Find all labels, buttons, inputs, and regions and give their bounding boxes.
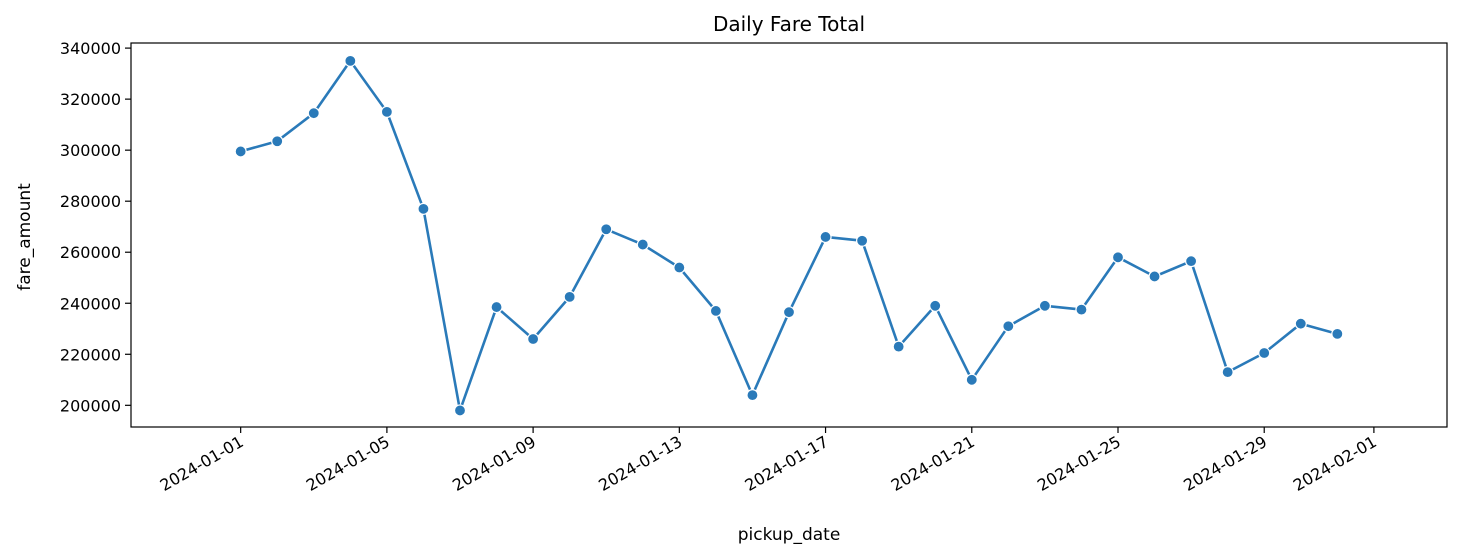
data-point-2024-01-24 [1075, 303, 1088, 316]
y-tick-label: 300000 [60, 141, 121, 160]
data-point-2024-01-19 [892, 340, 905, 353]
data-point-2024-01-25 [1111, 251, 1125, 264]
y-tick-label: 240000 [60, 294, 121, 313]
plot-frame [130, 42, 1448, 428]
y-tick-label: 260000 [60, 243, 121, 262]
data-point-2024-01-27 [1185, 255, 1198, 268]
data-point-2024-01-30 [1294, 317, 1307, 330]
data-point-2024-01-05 [380, 105, 393, 118]
x-tick-label: 2024-01-05 [303, 432, 393, 495]
data-point-2024-01-17 [819, 230, 832, 244]
data-point-2024-01-09 [527, 332, 540, 346]
y-tick-label: 200000 [60, 396, 121, 415]
x-axis-label: pickup_date [738, 525, 841, 545]
data-point-2024-01-11 [600, 223, 613, 236]
x-tick-label: 2024-01-29 [1180, 432, 1270, 495]
data-point-2024-01-08 [490, 300, 503, 314]
x-tick-label: 2024-01-13 [595, 432, 685, 495]
data-point-2024-01-23 [1038, 299, 1051, 312]
x-axis-ticks: 2024-01-01 2024-01-05 2024-01-09 2024-01-13… [157, 427, 1380, 495]
x-tick-label: 2024-02-01 [1290, 432, 1380, 495]
y-tick-label: 320000 [60, 90, 121, 109]
y-axis-label: fare_amount [15, 183, 35, 291]
data-point-2024-01-01 [234, 145, 247, 158]
data-point-2024-01-20 [929, 299, 942, 312]
y-tick-label: 340000 [60, 39, 121, 58]
y-axis-ticks: 200000 220000 240000 260000 280000 300000 3200… [60, 39, 131, 415]
data-point-2024-01-21 [965, 373, 978, 386]
x-tick-label: 2024-01-21 [888, 432, 978, 495]
chart-title: Daily Fare Total [713, 12, 865, 36]
x-tick-label: 2024-01-01 [157, 432, 247, 495]
data-point-2024-01-04 [344, 54, 357, 67]
data-point-2024-01-26 [1148, 270, 1161, 283]
data-point-2024-01-28 [1221, 366, 1234, 379]
series-markers [234, 54, 1344, 417]
data-point-2024-01-02 [271, 135, 284, 148]
data-point-2024-01-12 [636, 238, 649, 251]
data-point-2024-01-18 [856, 234, 869, 247]
data-point-2024-01-31 [1331, 327, 1344, 340]
data-point-2024-01-22 [1002, 320, 1015, 333]
data-point-2024-01-15 [746, 389, 759, 402]
series-line [240, 59, 1338, 412]
data-point-2024-01-29 [1258, 346, 1271, 360]
x-tick-label: 2024-01-17 [742, 432, 832, 495]
data-point-2024-01-13 [673, 261, 686, 274]
data-point-2024-01-06 [417, 202, 430, 215]
x-tick-label: 2024-01-25 [1034, 432, 1124, 495]
data-point-2024-01-14 [709, 304, 722, 318]
y-tick-label: 220000 [60, 345, 121, 364]
data-point-2024-01-07 [453, 404, 467, 417]
y-tick-label: 280000 [60, 192, 121, 211]
x-tick-label: 2024-01-09 [449, 432, 539, 495]
data-point-2024-01-10 [563, 290, 576, 303]
data-point-2024-01-16 [782, 306, 796, 319]
data-point-2024-01-03 [307, 107, 320, 120]
